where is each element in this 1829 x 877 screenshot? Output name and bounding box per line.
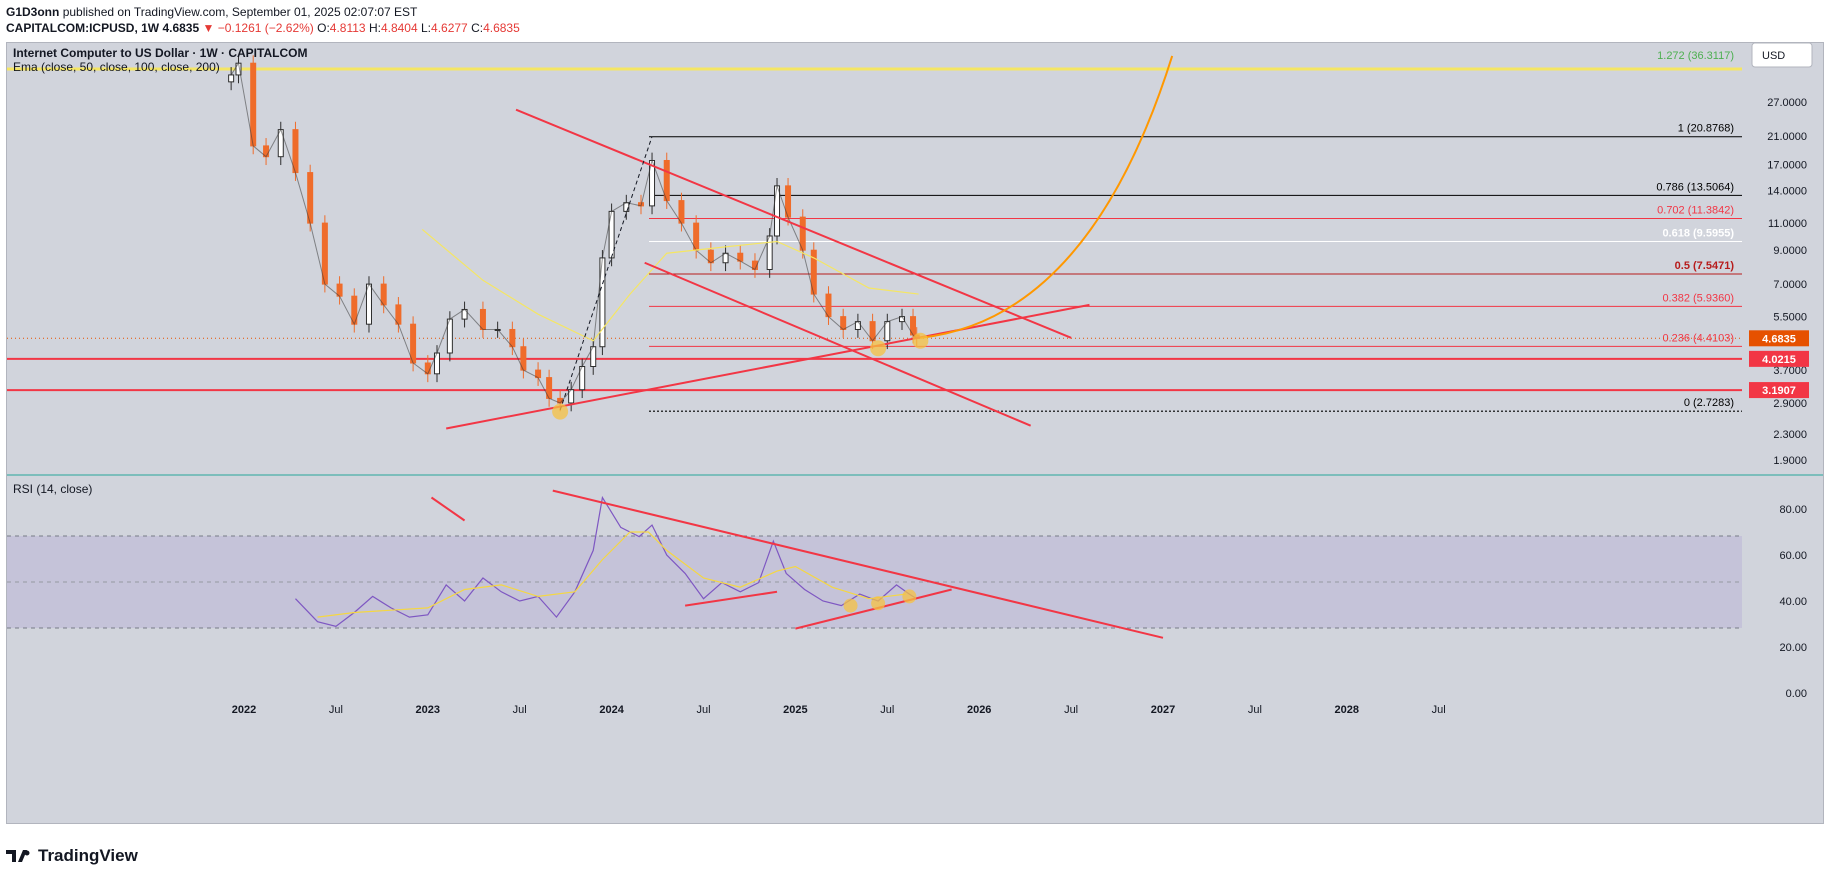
x-tick-label: Jul	[1064, 704, 1078, 716]
y-tick-label: 21.0000	[1767, 131, 1807, 143]
y-tick-label: 2.9000	[1773, 398, 1807, 410]
touch-highlight-marker	[552, 403, 569, 420]
low-value: 4.6277	[431, 21, 468, 35]
price-pane	[7, 43, 1823, 475]
x-tick-label: Jul	[329, 704, 343, 716]
fib-swing-line[interactable]	[559, 136, 653, 411]
y-tick-label: 5.5000	[1773, 312, 1807, 324]
brand-name: TradingView	[38, 846, 138, 865]
rsi-y-tick-label: 80.00	[1779, 504, 1807, 516]
support-level-price-box	[1749, 382, 1809, 399]
x-tick-label: 2024	[599, 704, 624, 716]
x-tick-label: Jul	[1432, 704, 1446, 716]
open-value: 4.8113	[329, 21, 366, 35]
rsi-y-tick-label: 20.00	[1779, 642, 1807, 654]
tradingview-logo-icon	[6, 850, 30, 862]
fib-level-label: 0.702 (11.3842)	[1657, 204, 1734, 216]
fib-level-label: 1 (20.8768)	[1678, 123, 1734, 135]
ohlc-line: CAPITALCOM:ICPUSD, 1W 4.6835 ▼ −0.1261 (…	[6, 20, 520, 36]
x-tick-label: 2023	[416, 704, 440, 716]
ema-line[interactable]	[421, 228, 919, 342]
legend-rsi[interactable]: RSI (14, close)	[13, 482, 92, 496]
axis-layer: 2022 Jul 2023 Jul 2024 Jul 2025 Jul 2026 Jul 2027 J…	[232, 97, 1809, 716]
x-tick-label: Jul	[696, 704, 710, 716]
currency-button-bg[interactable]	[1751, 42, 1813, 68]
rsi-y-tick-label: 0.00	[1786, 688, 1807, 700]
channel-lower-trendline[interactable]	[644, 261, 1032, 427]
high-label: H:	[368, 21, 381, 35]
fib-level-label: 0 (2.7283)	[1684, 397, 1734, 409]
rsi-support-trendline-2[interactable]	[795, 588, 952, 630]
rsi-support-trendline-1[interactable]	[684, 590, 778, 607]
price-close-line	[230, 61, 918, 404]
y-tick-label: 3.7000	[1773, 365, 1807, 377]
low-label: L:	[421, 21, 432, 35]
support-level-price-label: 4.0215	[1762, 354, 1796, 366]
chart-header: G1D3onn published on TradingView.com, Se…	[6, 4, 520, 36]
x-tick-label: 2028	[1335, 704, 1359, 716]
close-label: C:	[471, 21, 484, 35]
open-label: O:	[317, 21, 330, 35]
rsi-highlight-marker	[871, 596, 886, 611]
x-tick-label: 2022	[232, 704, 256, 716]
fib-level-label: 1.272 (36.3117)	[1657, 50, 1734, 62]
price-change: ▼ −0.1261 (−2.62%)	[202, 21, 314, 35]
rsi-highlight-marker	[843, 598, 858, 613]
candle-body	[228, 74, 235, 83]
projection-arc[interactable]	[920, 55, 1174, 339]
touch-highlight-marker	[912, 332, 929, 349]
legend-title: Internet Computer to US Dollar · 1W · CA…	[13, 46, 307, 60]
published-text: published on TradingView.com, September …	[62, 5, 418, 19]
last-price-label: 4.6835	[1762, 333, 1796, 345]
rsi-resistance-trendline[interactable]	[552, 489, 1164, 639]
fib-level-label: 0.786 (13.5064)	[1656, 181, 1734, 193]
x-tick-label: Jul	[880, 704, 894, 716]
price-layer: 1.272 (36.3117) 1 (20.8768) 0.786 (13.5064…	[7, 50, 1742, 430]
y-tick-label: 1.9000	[1773, 455, 1807, 467]
x-tick-label: 2027	[1151, 704, 1175, 716]
x-tick-label: 2026	[967, 704, 991, 716]
fib-level-label: 0.382 (5.9360)	[1662, 292, 1734, 304]
symbol-label: CAPITALCOM:ICPUSD, 1W	[6, 21, 160, 35]
rsi-highlight-marker	[902, 589, 917, 604]
chart-frame[interactable]: 1.272 (36.3117) 1 (20.8768) 0.786 (13.5064…	[6, 42, 1824, 824]
x-tick-label: Jul	[1248, 704, 1262, 716]
rsi-annotation-stroke[interactable]	[430, 496, 466, 522]
footer-brand[interactable]: TradingView	[6, 846, 138, 866]
high-value: 4.8404	[380, 21, 418, 35]
rsi-y-tick-label: 40.00	[1779, 596, 1807, 608]
last-price: 4.6835	[162, 21, 200, 35]
candle-body	[479, 308, 486, 330]
channel-upper-trendline[interactable]	[515, 108, 1072, 339]
rsi-y-tick-label: 60.00	[1779, 550, 1807, 562]
author-name[interactable]: G1D3onn	[6, 5, 60, 19]
fib-level-label: 0.618 (9.5955)	[1662, 228, 1734, 240]
y-tick-label: 11.0000	[1768, 218, 1807, 230]
fib-level-label: 0.236 (4.4103)	[1662, 332, 1734, 344]
chart-canvas[interactable]: 1.272 (36.3117) 1 (20.8768) 0.786 (13.5064…	[7, 42, 1823, 823]
x-tick-label: Jul	[513, 704, 527, 716]
rsi-line[interactable]	[295, 495, 918, 627]
y-tick-label: 7.0000	[1773, 279, 1807, 291]
close-value: 4.6835	[483, 21, 520, 35]
rsi-layer	[295, 489, 1164, 639]
fib-level-label: 0.5 (7.5471)	[1675, 260, 1735, 272]
publisher-line: G1D3onn published on TradingView.com, Se…	[6, 4, 520, 20]
last-price-box	[1749, 330, 1809, 347]
legend-ema[interactable]: Ema (close, 50, close, 100, close, 200)	[13, 60, 220, 74]
rsi-ma-line[interactable]	[317, 531, 906, 618]
support-level-price-label: 3.1907	[1762, 385, 1796, 397]
candle-body	[774, 185, 781, 237]
y-tick-label: 2.3000	[1773, 429, 1807, 441]
y-tick-label: 9.0000	[1773, 245, 1807, 257]
y-tick-label: 27.0000	[1767, 97, 1807, 109]
y-tick-label: 14.0000	[1767, 186, 1807, 198]
currency-label[interactable]: USD	[1762, 50, 1785, 62]
currency-button[interactable]: USD	[1751, 42, 1813, 68]
y-tick-label: 17.0000	[1767, 159, 1807, 171]
touch-highlight-marker	[870, 340, 887, 357]
support-level-price-box	[1749, 350, 1809, 367]
x-tick-label: 2025	[783, 704, 807, 716]
